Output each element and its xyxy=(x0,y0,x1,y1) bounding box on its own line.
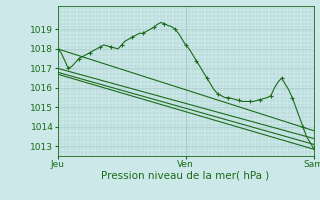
X-axis label: Pression niveau de la mer( hPa ): Pression niveau de la mer( hPa ) xyxy=(101,171,270,181)
